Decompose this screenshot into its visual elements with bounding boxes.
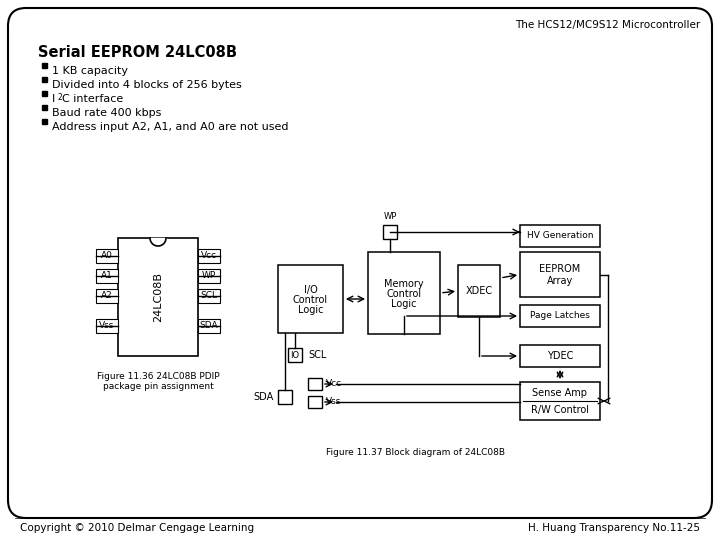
Text: I/O: I/O [304, 285, 318, 295]
FancyBboxPatch shape [520, 382, 600, 420]
Text: HV Generation: HV Generation [527, 232, 593, 240]
Text: EEPROM: EEPROM [539, 264, 580, 273]
Text: Address input A2, A1, and A0 are not used: Address input A2, A1, and A0 are not use… [52, 122, 289, 132]
Text: IO: IO [290, 350, 300, 360]
FancyBboxPatch shape [520, 252, 600, 297]
FancyBboxPatch shape [278, 265, 343, 333]
Text: A0: A0 [101, 252, 113, 260]
Text: Figure 11.37 Block diagram of 24LC08B: Figure 11.37 Block diagram of 24LC08B [325, 448, 505, 457]
Text: SCL: SCL [308, 350, 326, 360]
Text: C interface: C interface [61, 94, 122, 104]
Text: I: I [52, 94, 55, 104]
Text: R/W Control: R/W Control [531, 405, 589, 415]
Text: Logic: Logic [298, 305, 323, 315]
Text: WP: WP [202, 272, 216, 280]
FancyBboxPatch shape [198, 289, 220, 303]
FancyBboxPatch shape [308, 396, 322, 408]
FancyBboxPatch shape [96, 289, 118, 303]
Text: XDEC: XDEC [465, 286, 492, 296]
Text: SDA: SDA [199, 321, 218, 330]
Bar [42, 77, 47, 82]
Bar [42, 105, 47, 110]
FancyBboxPatch shape [198, 249, 220, 263]
FancyBboxPatch shape [96, 249, 118, 263]
Text: Serial EEPROM 24LC08B: Serial EEPROM 24LC08B [38, 45, 237, 60]
Text: The HCS12/MC9S12 Microcontroller: The HCS12/MC9S12 Microcontroller [515, 20, 700, 30]
Bar [42, 119, 47, 124]
FancyBboxPatch shape [198, 269, 220, 283]
Text: Vss: Vss [326, 397, 341, 407]
Text: Memory: Memory [384, 279, 424, 289]
Text: Sense Amp: Sense Amp [533, 388, 588, 398]
Text: 24LC08B: 24LC08B [153, 272, 163, 322]
Text: A1: A1 [101, 272, 113, 280]
Text: Control: Control [293, 295, 328, 305]
Text: YDEC: YDEC [546, 351, 573, 361]
FancyBboxPatch shape [96, 319, 118, 333]
Text: 1 KB capacity: 1 KB capacity [52, 66, 128, 76]
Text: Vcc: Vcc [326, 380, 342, 388]
FancyBboxPatch shape [458, 265, 500, 317]
FancyBboxPatch shape [383, 225, 397, 239]
Text: SCL: SCL [200, 292, 217, 300]
FancyBboxPatch shape [520, 225, 600, 247]
Text: WP: WP [383, 212, 397, 221]
Text: Vcc: Vcc [201, 252, 217, 260]
FancyBboxPatch shape [288, 348, 302, 362]
Text: 2: 2 [58, 93, 62, 102]
FancyBboxPatch shape [520, 305, 600, 327]
FancyBboxPatch shape [520, 345, 600, 367]
FancyBboxPatch shape [308, 378, 322, 390]
FancyBboxPatch shape [368, 252, 440, 334]
FancyBboxPatch shape [278, 390, 292, 404]
Bar [42, 91, 47, 96]
Text: Page Latches: Page Latches [530, 312, 590, 321]
Bar [42, 63, 47, 68]
Text: Vss: Vss [99, 321, 114, 330]
Text: A2: A2 [101, 292, 113, 300]
Text: Baud rate 400 kbps: Baud rate 400 kbps [52, 108, 161, 118]
FancyBboxPatch shape [8, 8, 712, 518]
Text: SDA: SDA [253, 392, 274, 402]
FancyBboxPatch shape [96, 269, 118, 283]
Text: Array: Array [547, 275, 573, 286]
FancyBboxPatch shape [198, 319, 220, 333]
FancyBboxPatch shape [118, 238, 198, 356]
Text: H. Huang Transparency No.11-25: H. Huang Transparency No.11-25 [528, 523, 700, 533]
Text: Divided into 4 blocks of 256 bytes: Divided into 4 blocks of 256 bytes [52, 80, 242, 90]
Text: Logic: Logic [391, 299, 417, 309]
Text: Figure 11.36 24LC08B PDIP
package pin assignment: Figure 11.36 24LC08B PDIP package pin as… [96, 372, 220, 391]
Text: Copyright © 2010 Delmar Cengage Learning: Copyright © 2010 Delmar Cengage Learning [20, 523, 254, 533]
Text: Control: Control [387, 289, 422, 299]
